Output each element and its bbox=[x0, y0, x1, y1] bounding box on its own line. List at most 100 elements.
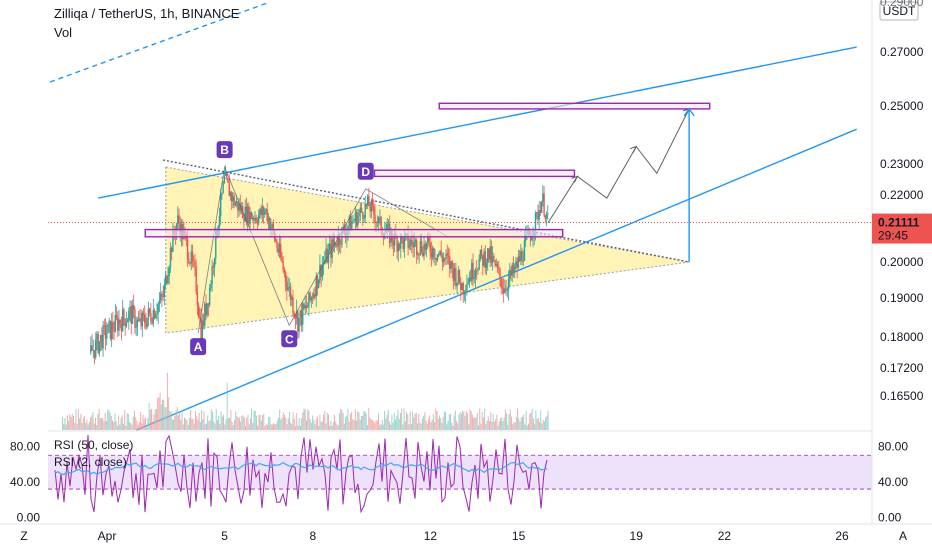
volume-bar bbox=[485, 424, 487, 430]
candle-body bbox=[150, 312, 152, 322]
rsi-label-50[interactable]: RSI (50, close) bbox=[54, 438, 134, 452]
candle-body bbox=[446, 253, 449, 256]
volume-bar bbox=[255, 415, 257, 430]
candle-body bbox=[287, 287, 289, 291]
volume-bar bbox=[269, 416, 271, 430]
volume-bar bbox=[285, 417, 287, 430]
candle-body bbox=[219, 195, 222, 217]
candle-body bbox=[291, 296, 293, 300]
volume-bar bbox=[241, 415, 243, 430]
candle-body bbox=[424, 243, 426, 250]
volume-bar bbox=[287, 418, 289, 430]
volume-bar bbox=[234, 419, 236, 430]
volume-bar bbox=[446, 424, 448, 430]
volume-bar bbox=[281, 417, 283, 430]
volume-bar bbox=[185, 418, 187, 430]
candle-body bbox=[311, 297, 314, 299]
volume-bar bbox=[396, 415, 398, 430]
volume-bar bbox=[174, 416, 176, 430]
candle-body bbox=[303, 303, 305, 309]
volume-bar bbox=[215, 408, 217, 430]
candle-body bbox=[166, 275, 168, 284]
candle-body bbox=[337, 234, 339, 247]
candle-body bbox=[439, 250, 441, 255]
volume-bar bbox=[136, 420, 138, 430]
candle-body bbox=[156, 313, 158, 315]
volume-bar bbox=[388, 421, 390, 430]
candle-body bbox=[417, 254, 419, 256]
candle-body bbox=[144, 314, 146, 324]
volume-bar bbox=[377, 413, 379, 430]
candle-body bbox=[190, 251, 192, 264]
candle-body bbox=[272, 223, 275, 231]
candle-body bbox=[422, 252, 424, 257]
volume-bar bbox=[243, 417, 245, 430]
candle-body bbox=[467, 282, 469, 285]
candle-body bbox=[476, 270, 478, 272]
volume-bar bbox=[398, 418, 400, 430]
volume-bar bbox=[348, 421, 350, 430]
volume-bar bbox=[329, 425, 331, 430]
candle-body bbox=[452, 268, 455, 281]
auto-scale-button[interactable]: A bbox=[899, 529, 907, 543]
rsi-tick-left-40.00: 40.00 bbox=[10, 475, 40, 489]
volume-bar bbox=[336, 424, 338, 430]
candle-body bbox=[195, 266, 197, 293]
volume-bar bbox=[376, 419, 378, 430]
candle-body bbox=[357, 216, 359, 226]
volume-label[interactable]: Vol bbox=[54, 25, 73, 40]
price-tick-0.27000: 0.27000 bbox=[880, 45, 924, 59]
volume-bar bbox=[173, 419, 175, 430]
candle-body bbox=[148, 308, 151, 313]
candle-body bbox=[483, 251, 485, 266]
candle-body bbox=[147, 308, 150, 318]
candle-body bbox=[336, 246, 338, 248]
candle-body bbox=[298, 317, 300, 332]
volume-bar bbox=[214, 423, 216, 430]
candle-body bbox=[102, 325, 104, 349]
price-axis-background bbox=[872, 0, 932, 550]
symbol-title[interactable]: Zilliqa / TetherUS, 1h, BINANCE bbox=[54, 6, 240, 21]
time-tick-Apr: Apr bbox=[98, 529, 117, 543]
candle-body bbox=[411, 240, 413, 244]
pattern-zigzag bbox=[197, 165, 449, 334]
candle-body bbox=[259, 208, 261, 216]
candle-body bbox=[270, 227, 272, 229]
volume-bar bbox=[65, 424, 67, 430]
candle-body bbox=[210, 284, 212, 289]
volume-bar bbox=[385, 418, 387, 430]
volume-bar bbox=[482, 417, 484, 430]
candle-body bbox=[95, 339, 97, 358]
volume-bar bbox=[254, 410, 256, 430]
candle-body bbox=[434, 258, 436, 260]
volume-bar bbox=[94, 417, 96, 430]
candle-body bbox=[429, 242, 431, 253]
volume-bar bbox=[432, 414, 434, 430]
volume-bar bbox=[99, 418, 101, 430]
candle-body bbox=[244, 206, 246, 222]
candle-body bbox=[96, 333, 98, 340]
candle-body bbox=[349, 216, 352, 231]
candle-body bbox=[326, 248, 328, 263]
candle-body bbox=[126, 320, 129, 323]
candle-body bbox=[369, 206, 371, 212]
current-price-value: 0.21111 bbox=[878, 216, 920, 230]
candle-body bbox=[207, 303, 210, 305]
candle-body bbox=[348, 216, 351, 227]
candle-body bbox=[246, 206, 249, 223]
volume-bar bbox=[469, 409, 471, 430]
zoom-button[interactable]: Z bbox=[20, 529, 27, 543]
candle-body bbox=[482, 255, 484, 266]
volume-bar bbox=[474, 417, 476, 430]
rsi-label-2[interactable]: RSI (2, close) bbox=[54, 455, 127, 469]
volume-bar bbox=[116, 425, 118, 430]
volume-bar bbox=[473, 417, 475, 430]
candle-body bbox=[206, 303, 208, 316]
volume-bar bbox=[368, 408, 370, 430]
volume-bar bbox=[235, 411, 237, 430]
volume-bar bbox=[303, 408, 305, 430]
triangle-upper-line bbox=[162, 159, 690, 263]
volume-bar bbox=[452, 425, 454, 430]
price-tick-0.17200: 0.17200 bbox=[880, 361, 924, 375]
